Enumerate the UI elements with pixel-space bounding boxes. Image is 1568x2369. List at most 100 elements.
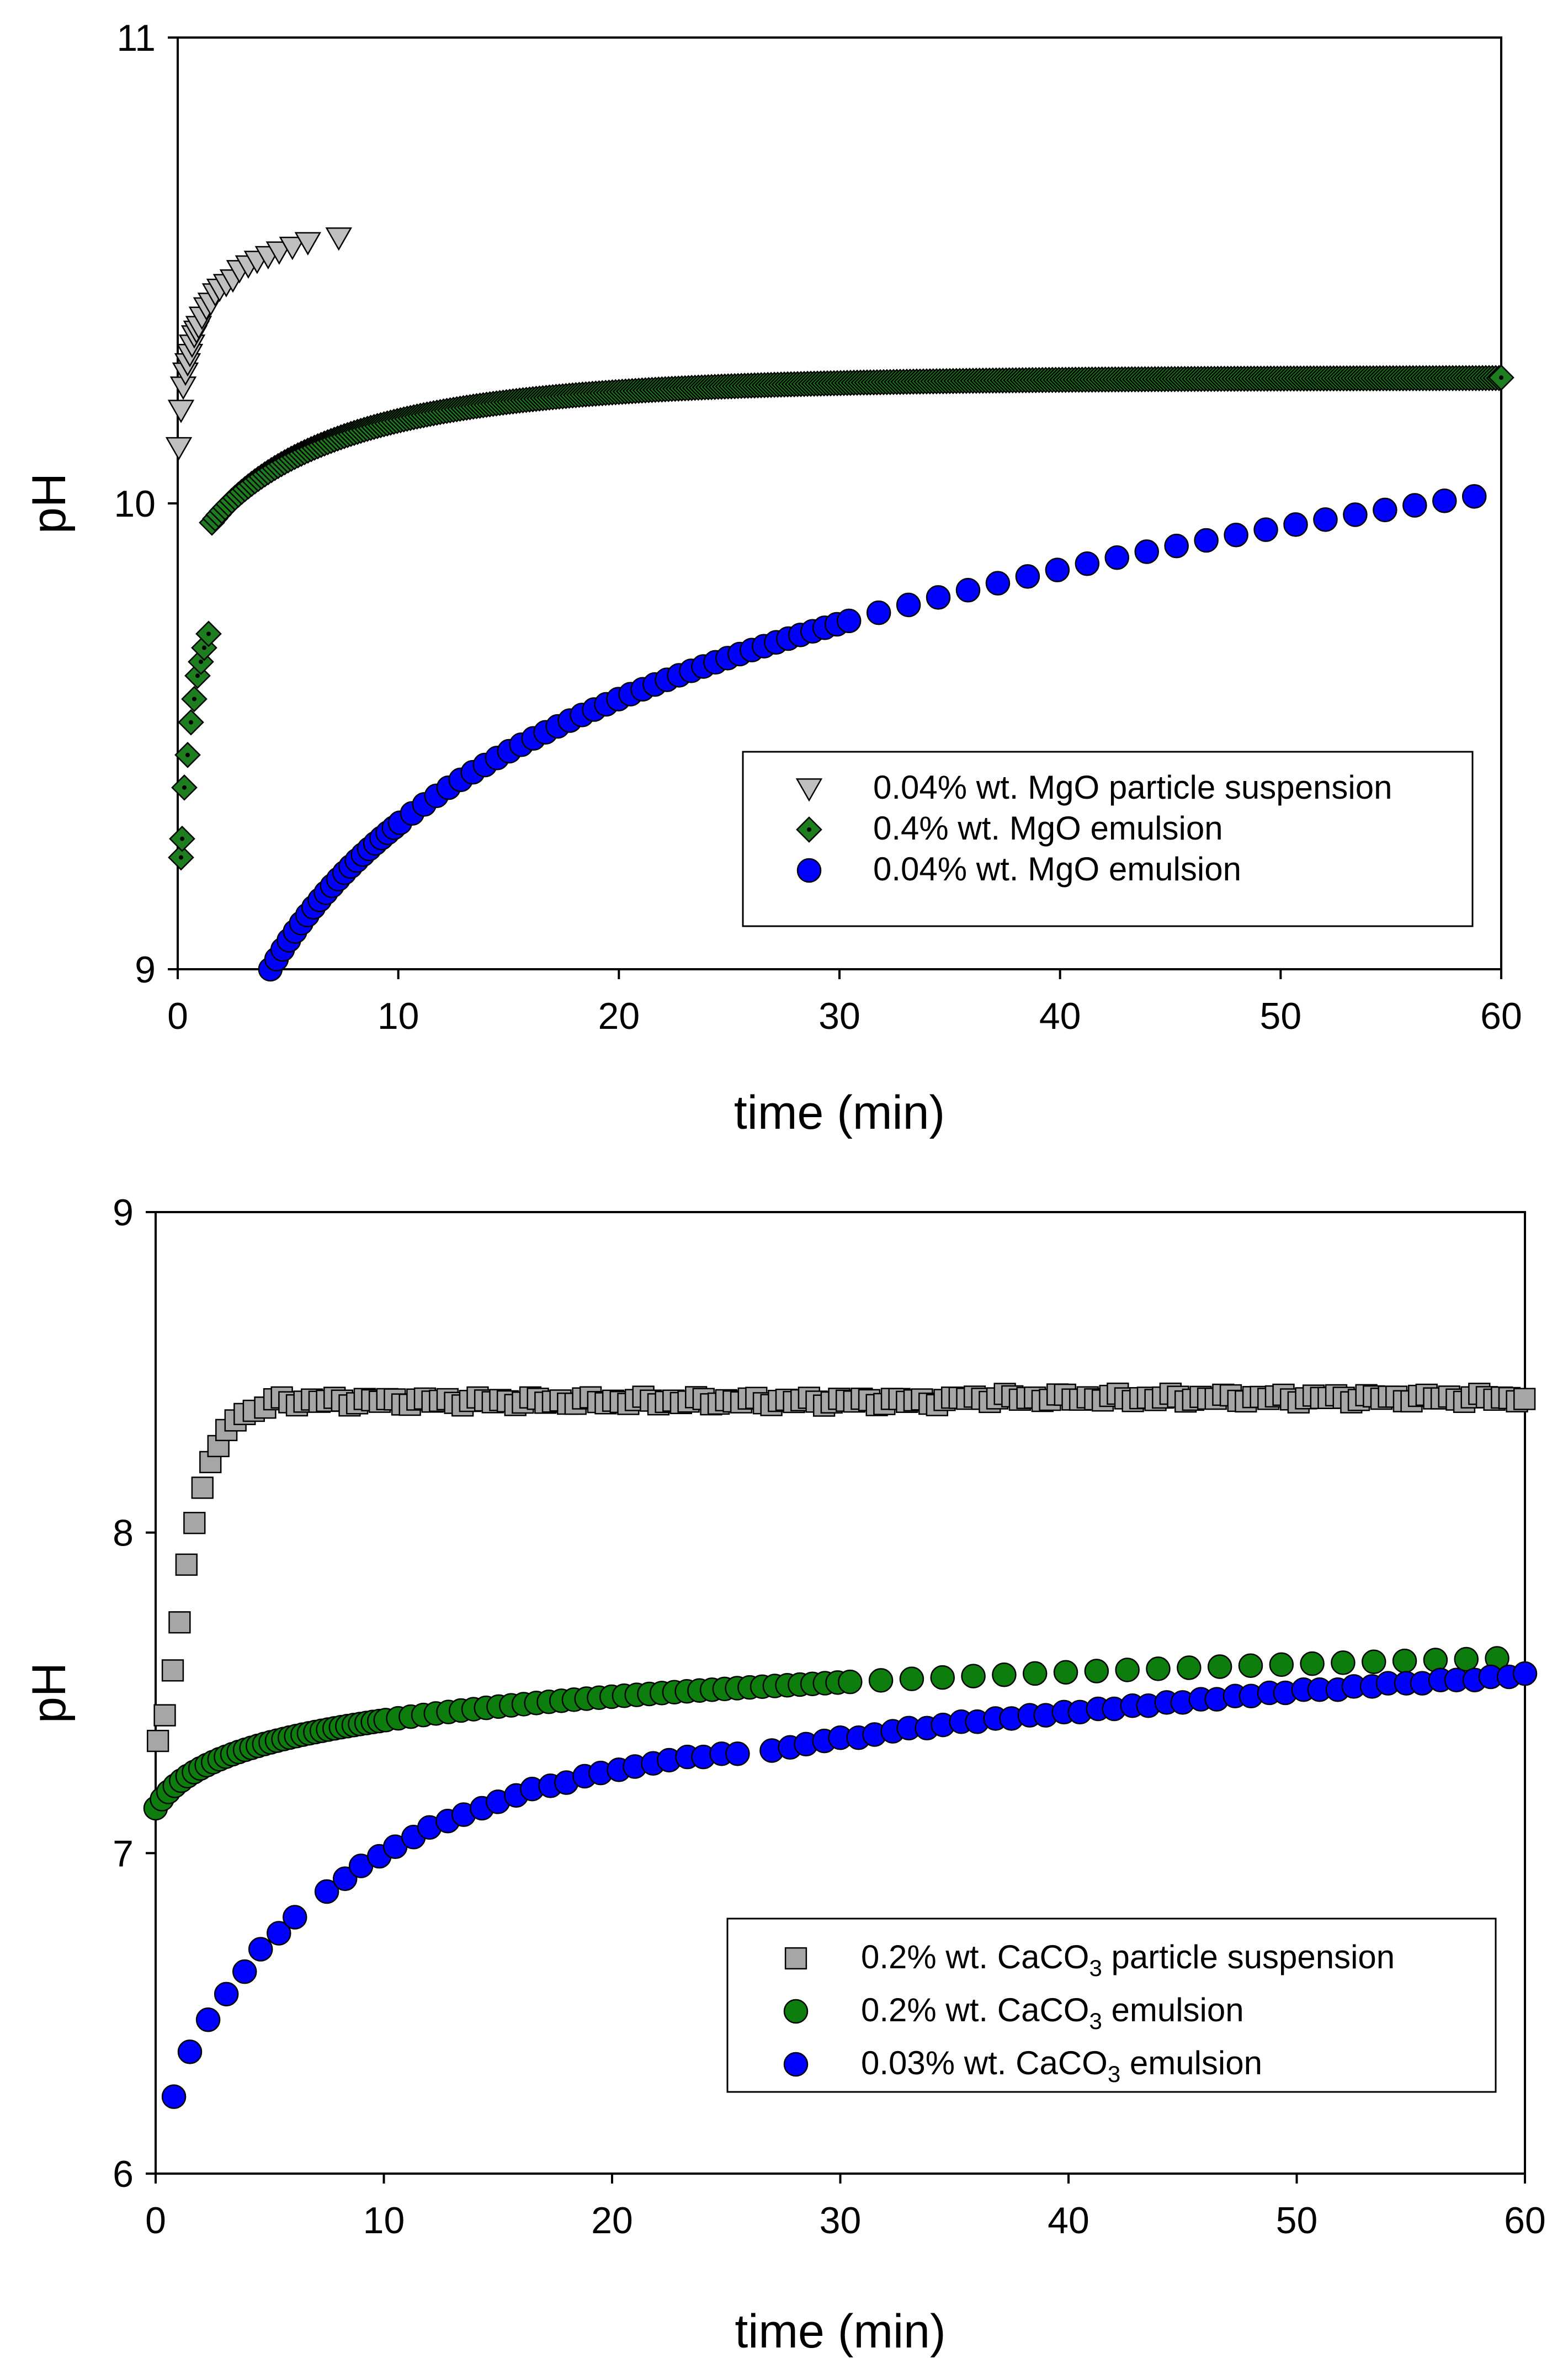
data-point [1331,1650,1356,1675]
x-axis-label: time (min) [735,2305,945,2358]
x-tick-label: 30 [818,995,860,1037]
data-point-dot [198,659,203,664]
data-point-dot [195,673,200,678]
x-tick-label: 20 [591,2200,633,2241]
data-point [161,1659,184,1682]
data-point-dot [185,752,190,757]
data-point [214,1982,239,2007]
data-point [267,1921,291,1946]
data-point [1283,512,1308,537]
y-tick-label: 7 [113,1832,134,1874]
data-point [1015,564,1040,589]
y-tick-label: 6 [113,2153,134,2195]
data-point [1075,551,1100,576]
data-point [1084,1659,1109,1683]
data-point [1392,1648,1417,1674]
data-point-dot [188,720,193,725]
data-point [1454,1646,1479,1672]
data-point [926,585,951,610]
data-point [838,1669,863,1695]
data-point [332,1866,358,1892]
data-point [1177,1655,1202,1680]
y-tick-label: 10 [114,483,156,525]
legend-marker [784,1947,807,1970]
data-point [146,1729,169,1752]
data-point [282,1905,307,1930]
data-point [992,1662,1017,1687]
data-point [1269,1652,1294,1677]
data-point [1432,488,1457,513]
series-0 [165,227,352,461]
data-point [1194,528,1219,553]
legend-marker [783,2052,809,2077]
y-tick-label: 9 [113,1192,134,1234]
y-axis-label: pH [23,473,76,534]
data-point [1362,1649,1386,1675]
legend-box [742,751,1474,927]
y-axis-label: pH [23,1662,76,1723]
x-tick-label: 30 [820,2200,862,2241]
data-point [191,1476,214,1499]
data-point [1313,507,1338,532]
data-point [896,592,921,618]
series-2 [161,1661,1538,2109]
data-point [248,1937,273,1962]
data-point [314,1879,339,1904]
data-point [866,600,891,625]
data-point [1104,545,1130,570]
legend-label: 0.04% wt. MgO particle suspension [873,769,1392,806]
legend-marker [795,778,823,802]
legend-box [726,1917,1497,2093]
y-tick-label: 9 [135,949,156,991]
legend-marker [783,1999,809,2024]
legend-marker-dot [807,827,811,832]
data-point-dot [206,631,211,636]
data-point [1146,1656,1171,1681]
data-point [1513,1388,1536,1410]
data-point [183,1512,206,1534]
x-tick-label: 50 [1276,2200,1318,2241]
x-axis-label: time (min) [734,1086,945,1139]
data-point [836,608,862,634]
data-point [168,1611,191,1634]
x-tick-label: 10 [378,995,419,1037]
data-point [177,2039,203,2064]
data-point [1512,1661,1538,1686]
legend: 0.2% wt. CaCO3 particle suspension 0.2% w… [726,1917,1497,2093]
legend-marker [796,858,822,883]
data-point [153,1704,176,1727]
legend-label: 0.04% wt. MgO emulsion [873,851,1241,888]
data-point [868,1668,894,1693]
data-point [899,1666,924,1691]
legend-label: 0.03% wt. CaCO3 emulsion [861,2044,1262,2087]
data-point [955,577,981,603]
data-point [175,1553,198,1576]
data-point [1238,1653,1263,1678]
data-point [1343,502,1368,527]
legend-label: 0.4% wt. MgO emulsion [873,810,1223,847]
data-point [1224,522,1248,548]
data-point [1461,484,1487,509]
data-point [232,1959,257,1984]
y-tick-label: 8 [113,1512,134,1554]
legend-label: 0.2% wt. CaCO3 particle suspension [861,1938,1395,1981]
data-point [1423,1648,1448,1672]
series-1 [143,1646,1509,1821]
data-point [1022,1661,1048,1686]
data-point [325,227,352,251]
x-tick-label: 10 [363,2200,405,2241]
series-2 [258,484,1487,982]
data-point-dot [179,836,184,841]
data-point [1207,1654,1232,1679]
legend: 0.04% wt. MgO particle suspension 0.4% wt… [742,751,1474,927]
data-point [1134,539,1159,564]
data-point [1115,1658,1140,1682]
data-point [294,232,322,256]
chart-top-mgo: 0 10 20 30 40 50 60 9 10 11 time (min) pH 0.04% wt. … [23,17,1522,1139]
series-1 [168,364,1514,871]
data-point [165,437,193,461]
x-tick-label: 0 [167,995,188,1037]
data-point [961,1664,986,1688]
chart-bottom-caco3: 0 10 20 30 40 50 60 6 7 8 9 time (min) pH 0.2% wt. Ca… [23,1192,1546,2358]
